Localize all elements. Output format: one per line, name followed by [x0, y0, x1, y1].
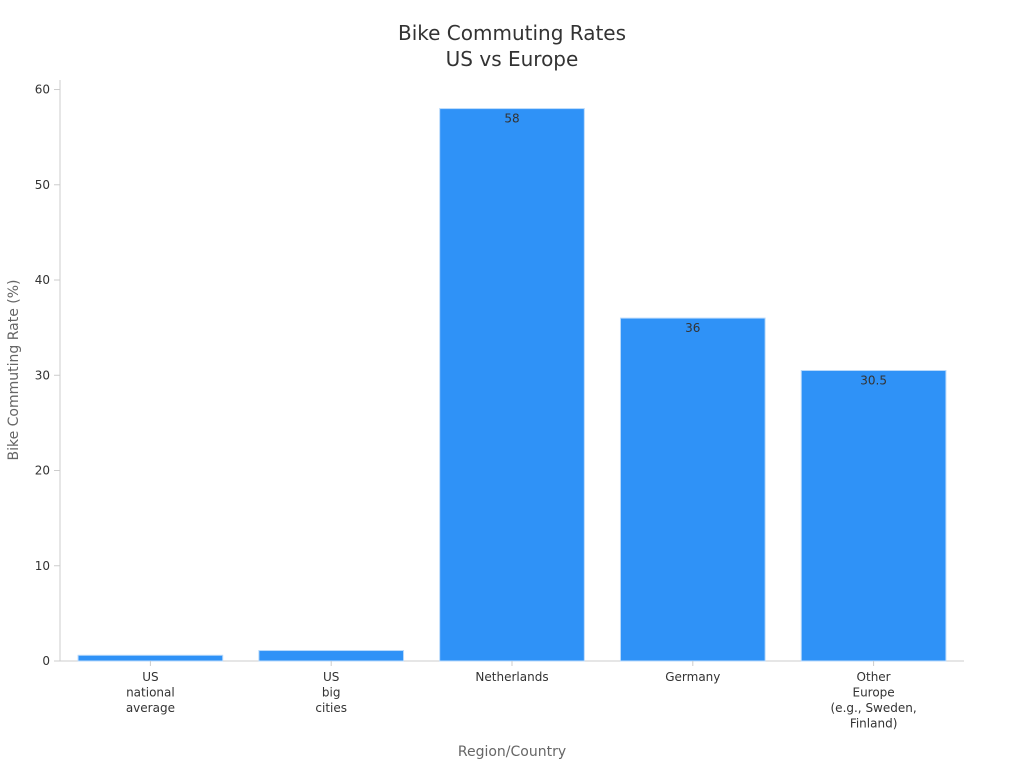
y-tick-label: 0	[42, 654, 50, 668]
y-tick-label: 10	[35, 559, 50, 573]
x-tick-label-line: (e.g., Sweden,	[831, 701, 917, 715]
y-tick-label: 20	[35, 464, 50, 478]
y-tick-label: 50	[35, 178, 50, 192]
x-tick-label: US big cities	[315, 670, 347, 715]
chart-title-line-1: Bike Commuting Rates	[398, 21, 626, 45]
data-label: 30.5	[860, 374, 887, 388]
x-tick-label-line: national	[126, 686, 175, 700]
y-axis-ticks: 0 10 20 30 40 50 60	[35, 83, 60, 668]
data-label: 58	[504, 112, 519, 126]
y-tick-label: 30	[35, 368, 50, 382]
y-axis-title: Bike Commuting Rate (%)	[6, 279, 22, 460]
y-tick-label: 40	[35, 273, 50, 287]
x-tick-label: Other Europe (e.g., Sweden, Finland)	[831, 670, 917, 731]
bars	[77, 108, 947, 662]
x-tick-label-line: cities	[315, 701, 347, 715]
y-tick-label: 60	[35, 83, 50, 97]
x-tick-label-line: Other	[857, 670, 891, 684]
x-tick-label-line: Netherlands	[475, 670, 548, 684]
x-tick-label-line: Finland)	[850, 717, 898, 731]
x-axis-ticks: US national average US big cities Netherlands G…	[126, 661, 917, 731]
x-tick-label-line: average	[126, 701, 175, 715]
x-tick-label-line: big	[322, 686, 341, 700]
bar	[439, 108, 585, 662]
x-tick-label: Germany	[665, 670, 720, 684]
x-tick-label-line: Europe	[852, 686, 894, 700]
x-tick-label: US national average	[126, 670, 175, 715]
bar	[619, 317, 766, 662]
bar	[800, 370, 947, 662]
data-labels: 58 36 30.5	[504, 112, 887, 388]
x-tick-label-line: Germany	[665, 670, 720, 684]
x-axis-title: Region/Country	[458, 744, 566, 760]
x-tick-label: Netherlands	[475, 670, 548, 684]
x-tick-label-line: US	[323, 670, 339, 684]
bar	[77, 654, 224, 662]
data-label: 36	[685, 321, 700, 335]
chart-title-line-2: US vs Europe	[446, 47, 579, 71]
bar	[258, 650, 405, 662]
chart-title: Bike Commuting Rates US vs Europe	[398, 21, 626, 71]
x-tick-label-line: US	[142, 670, 158, 684]
